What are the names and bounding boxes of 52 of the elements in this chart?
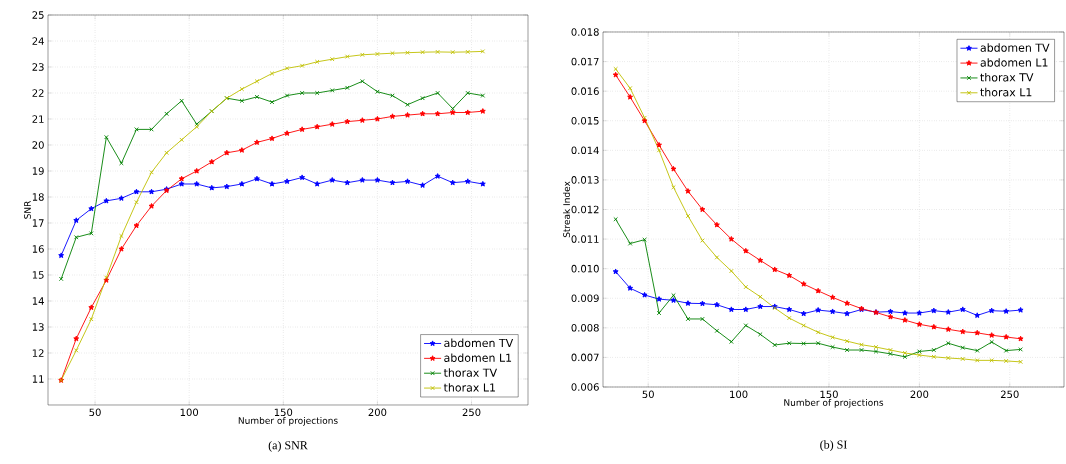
y-tick-label: 21 xyxy=(32,115,44,123)
y-tick-label: 0.009 xyxy=(571,294,599,303)
y-tick-label: 15 xyxy=(32,271,44,279)
legend-label: abdomen L1 xyxy=(980,58,1048,67)
y-tick-label: 13 xyxy=(32,323,44,331)
legend-label: abdomen TV xyxy=(980,43,1050,52)
x-tick-label: 200 xyxy=(910,390,929,399)
legend-label: abdomen L1 xyxy=(444,353,512,362)
x-tick-label: 100 xyxy=(730,390,748,399)
y-tick-label: 0.011 xyxy=(571,235,599,243)
legend-label: abdomen TV xyxy=(444,338,514,348)
y-tick-label: 0.018 xyxy=(571,28,599,36)
x-tick-label: 250 xyxy=(462,408,481,417)
legend-label: thorax TV xyxy=(980,73,1034,82)
text: (a) SNR xyxy=(268,440,308,452)
x-tick-label: 150 xyxy=(274,408,293,417)
y-tick-label: 16 xyxy=(32,245,44,253)
x-tick-label: 100 xyxy=(180,408,199,417)
legend-label: thorax L1 xyxy=(443,383,495,392)
y-tick-label: 24 xyxy=(32,37,44,45)
y-tick-label: 19 xyxy=(32,167,44,175)
y-tick-label: 17 xyxy=(32,219,44,227)
y-tick-label: 0.013 xyxy=(571,176,599,184)
x-axis-title: Number of projections xyxy=(784,398,884,408)
x-tick-label: 200 xyxy=(368,408,387,417)
y-tick-label: 0.010 xyxy=(571,264,599,273)
y-tick-label: 0.015 xyxy=(571,116,599,125)
y-tick-label: 23 xyxy=(32,63,44,71)
y-axis-title: Streak Index xyxy=(563,181,570,238)
y-tick-label: 0.012 xyxy=(571,205,599,214)
text: (b) SI xyxy=(820,440,847,452)
y-tick-label: 22 xyxy=(32,89,44,97)
y-axis-title: SNR xyxy=(24,200,31,219)
y-tick-label: 25 xyxy=(32,11,44,19)
legend-label: thorax L1 xyxy=(980,87,1032,97)
x-tick-label: 150 xyxy=(820,390,838,399)
y-tick-label: 14 xyxy=(32,297,44,305)
x-axis-title: Number of projections xyxy=(238,416,338,426)
y-tick-label: 20 xyxy=(32,141,44,149)
y-tick-label: 0.017 xyxy=(571,57,599,66)
y-tick-label: 0.016 xyxy=(571,87,599,95)
y-tick-label: 18 xyxy=(32,193,44,201)
y-tick-label: 0.008 xyxy=(571,324,599,332)
y-tick-label: 12 xyxy=(32,349,44,357)
x-tick-label: 250 xyxy=(1000,390,1019,399)
y-tick-label: 0.006 xyxy=(571,383,599,391)
legend-label: thorax TV xyxy=(443,368,498,377)
x-tick-label: 50 xyxy=(89,408,101,417)
y-tick-label: 0.007 xyxy=(571,353,599,362)
y-tick-label: 11 xyxy=(32,375,44,383)
x-tick-label: 50 xyxy=(642,390,654,399)
y-tick-label: 0.014 xyxy=(571,146,599,155)
